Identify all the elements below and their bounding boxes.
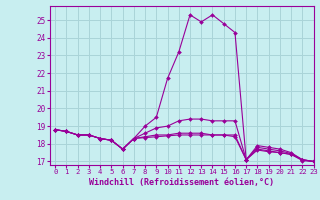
X-axis label: Windchill (Refroidissement éolien,°C): Windchill (Refroidissement éolien,°C)	[89, 178, 274, 187]
